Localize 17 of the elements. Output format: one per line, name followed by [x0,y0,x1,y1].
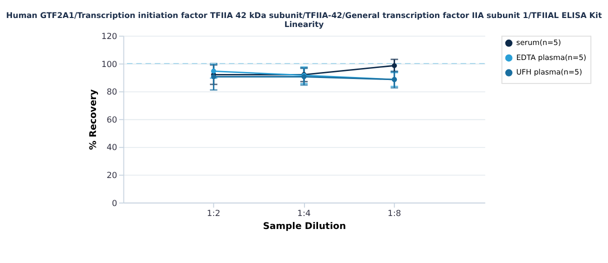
y-tick-label: 0 [112,198,118,208]
y-tick-label: 80 [106,86,118,97]
y-tick-label: 100 [101,58,118,69]
y-tick-label: 20 [106,170,118,180]
legend-label: serum(n=5) [516,38,562,47]
point [211,68,216,74]
point [392,63,397,68]
x-tick-label: 1:2 [206,208,220,218]
x-axis-title: Sample Dilution [262,220,346,232]
y-axis-title: % Recovery [88,89,99,150]
legend-label: EDTA plasma(n=5) [516,52,586,62]
y-tick-label: 120 [101,30,118,41]
y-tick-label: 60 [106,114,118,124]
x-tick-label: 1:4 [297,208,311,218]
x-tick-label: 1:8 [388,208,402,218]
y-tick-label: 40 [106,142,118,152]
legend-label: UFH plasma(n=5) [516,68,582,77]
